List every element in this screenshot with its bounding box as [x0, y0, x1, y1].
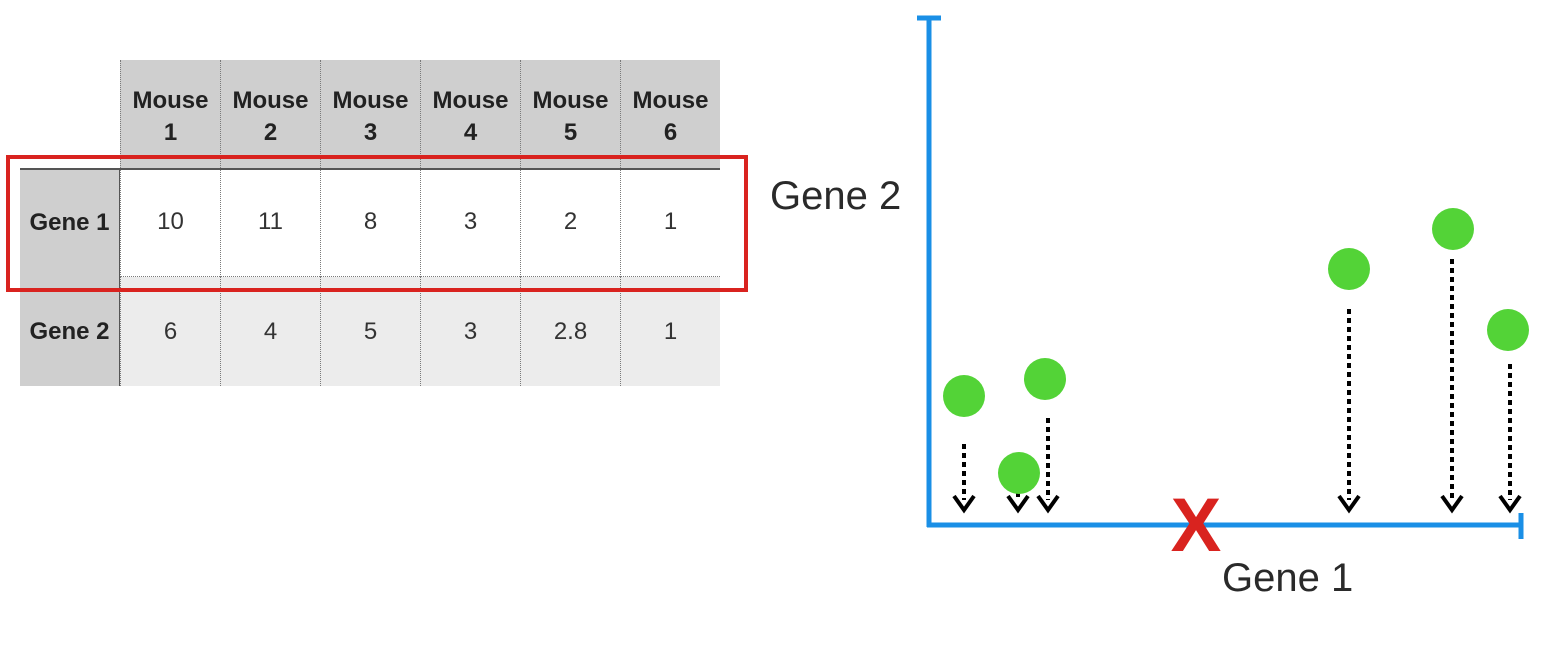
- data-point: [998, 452, 1040, 494]
- data-point: [1024, 358, 1066, 400]
- row-label-gene-2: Gene 2: [20, 277, 120, 386]
- column-header-mouse-6: Mouse 6: [620, 60, 720, 168]
- projection-arrow-head: [1006, 494, 1030, 514]
- row-label-gene-1: Gene 1: [20, 168, 120, 277]
- projection-arrow-head: [952, 494, 976, 514]
- data-table: Mouse 1 Mouse 2 Mouse 3 Mouse 4 Mouse 5 Mouse…: [20, 60, 720, 386]
- table-cell: 1: [620, 277, 720, 386]
- projection-arrow-head: [1337, 494, 1361, 514]
- data-point: [1328, 248, 1370, 290]
- data-points: [943, 208, 1529, 494]
- table-corner: [20, 60, 120, 168]
- data-point: [1432, 208, 1474, 250]
- table-cell: 1: [620, 168, 720, 277]
- projection-arrow-head: [1440, 494, 1464, 514]
- column-header-mouse-2: Mouse 2: [220, 60, 320, 168]
- table-cell: 6: [120, 277, 220, 386]
- column-header-mouse-1: Mouse 1: [120, 60, 220, 168]
- table-cell: 5: [320, 277, 420, 386]
- column-header-mouse-3: Mouse 3: [320, 60, 420, 168]
- x-axis-label: Gene 1: [1222, 556, 1354, 600]
- projection-arrow-head: [1498, 494, 1522, 514]
- data-point: [1487, 309, 1529, 351]
- table-cell: 11: [220, 168, 320, 277]
- table-cell: 2: [520, 168, 620, 277]
- data-point: [943, 375, 985, 417]
- column-header-mouse-4: Mouse 4: [420, 60, 520, 168]
- table-cell: 3: [420, 277, 520, 386]
- header-divider: [20, 168, 720, 170]
- y-axis-label: Gene 2: [770, 174, 902, 218]
- x-marker-label: X: [1171, 483, 1222, 568]
- graph-axes: [917, 15, 1524, 539]
- gene-1-row-highlight: [6, 155, 748, 292]
- table-cell: 3: [420, 168, 520, 277]
- projection-arrows: [952, 259, 1522, 514]
- projection-arrow-head: [1036, 494, 1060, 514]
- table-cell: 8: [320, 168, 420, 277]
- table-cell: 10: [120, 168, 220, 277]
- column-header-mouse-5: Mouse 5: [520, 60, 620, 168]
- table-cell: 4: [220, 277, 320, 386]
- table-cell: 2.8: [520, 277, 620, 386]
- x-marker: X: [1171, 483, 1222, 568]
